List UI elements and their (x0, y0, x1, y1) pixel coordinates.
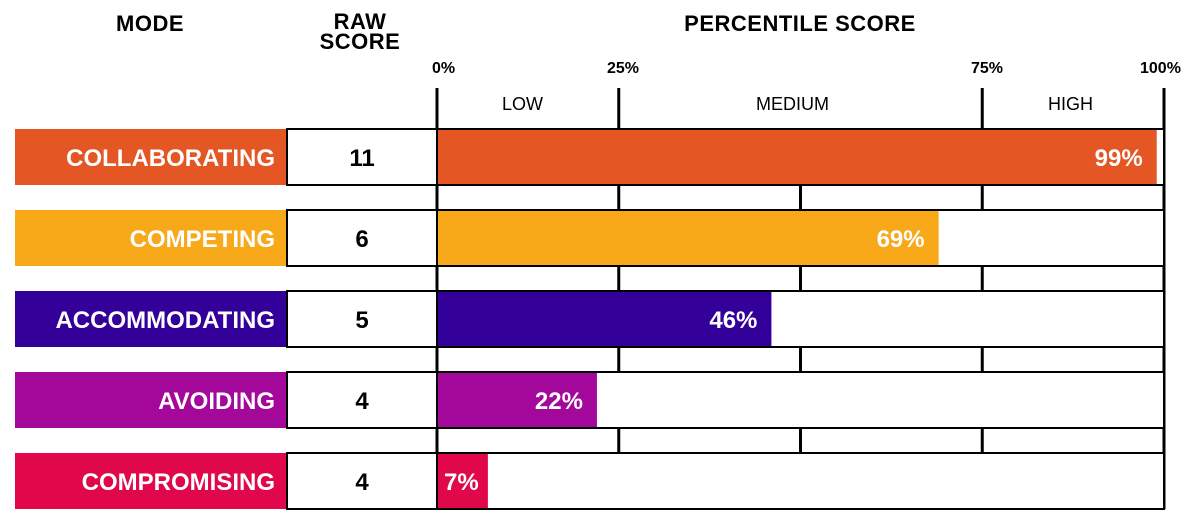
band-label-medium: MEDIUM (756, 94, 829, 114)
mode-box-3 (15, 372, 287, 428)
bar-1 (438, 211, 939, 265)
raw-score-3: 4 (355, 388, 369, 415)
raw-score-box-0 (286, 128, 438, 186)
value-label-4: 7% (444, 469, 479, 496)
raw-score-4: 4 (355, 469, 369, 496)
mode-label-2: ACCOMMODATING (55, 307, 275, 334)
mode-box-2 (15, 291, 287, 347)
tick-label-0: 0% (432, 60, 456, 77)
mode-label-3: AVOIDING (158, 388, 275, 415)
raw-score-box-2 (286, 290, 438, 348)
tick-label-25: 25% (607, 60, 640, 77)
raw-score-box-4 (286, 452, 438, 510)
bar-track-4 (436, 452, 1165, 510)
percentile-score-header: PERCENTILE SCORE (684, 11, 916, 36)
tick-label-75: 75% (971, 60, 1004, 77)
value-label-3: 22% (535, 388, 583, 415)
value-label-0: 99% (1095, 145, 1143, 172)
raw-score-header: RAW SCORE (300, 9, 420, 54)
mode-label-0: COLLABORATING (66, 145, 275, 172)
raw-score-box-1 (286, 209, 438, 267)
bar-4 (438, 454, 488, 508)
mode-box-0 (15, 129, 287, 185)
raw-score-2: 5 (355, 307, 368, 334)
raw-score-header-line1: RAW (333, 9, 387, 34)
mode-label-1: COMPETING (130, 226, 275, 253)
tick-label-100: 100% (1140, 60, 1181, 77)
raw-score-box-3 (286, 371, 438, 429)
bar-3 (438, 373, 597, 427)
raw-score-0: 11 (349, 145, 374, 172)
mode-box-4 (15, 453, 287, 509)
band-label-low: LOW (502, 94, 544, 114)
raw-score-header-line2: SCORE (319, 29, 401, 54)
mode-header: MODE (116, 11, 184, 36)
raw-score-1: 6 (355, 226, 368, 253)
mode-label-4: COMPROMISING (82, 469, 275, 496)
band-label-high: HIGH (1048, 94, 1093, 114)
value-label-2: 46% (709, 307, 757, 334)
bar-0 (438, 130, 1157, 184)
bar-2 (438, 292, 772, 346)
mode-box-1 (15, 210, 287, 266)
value-label-1: 69% (877, 226, 925, 253)
